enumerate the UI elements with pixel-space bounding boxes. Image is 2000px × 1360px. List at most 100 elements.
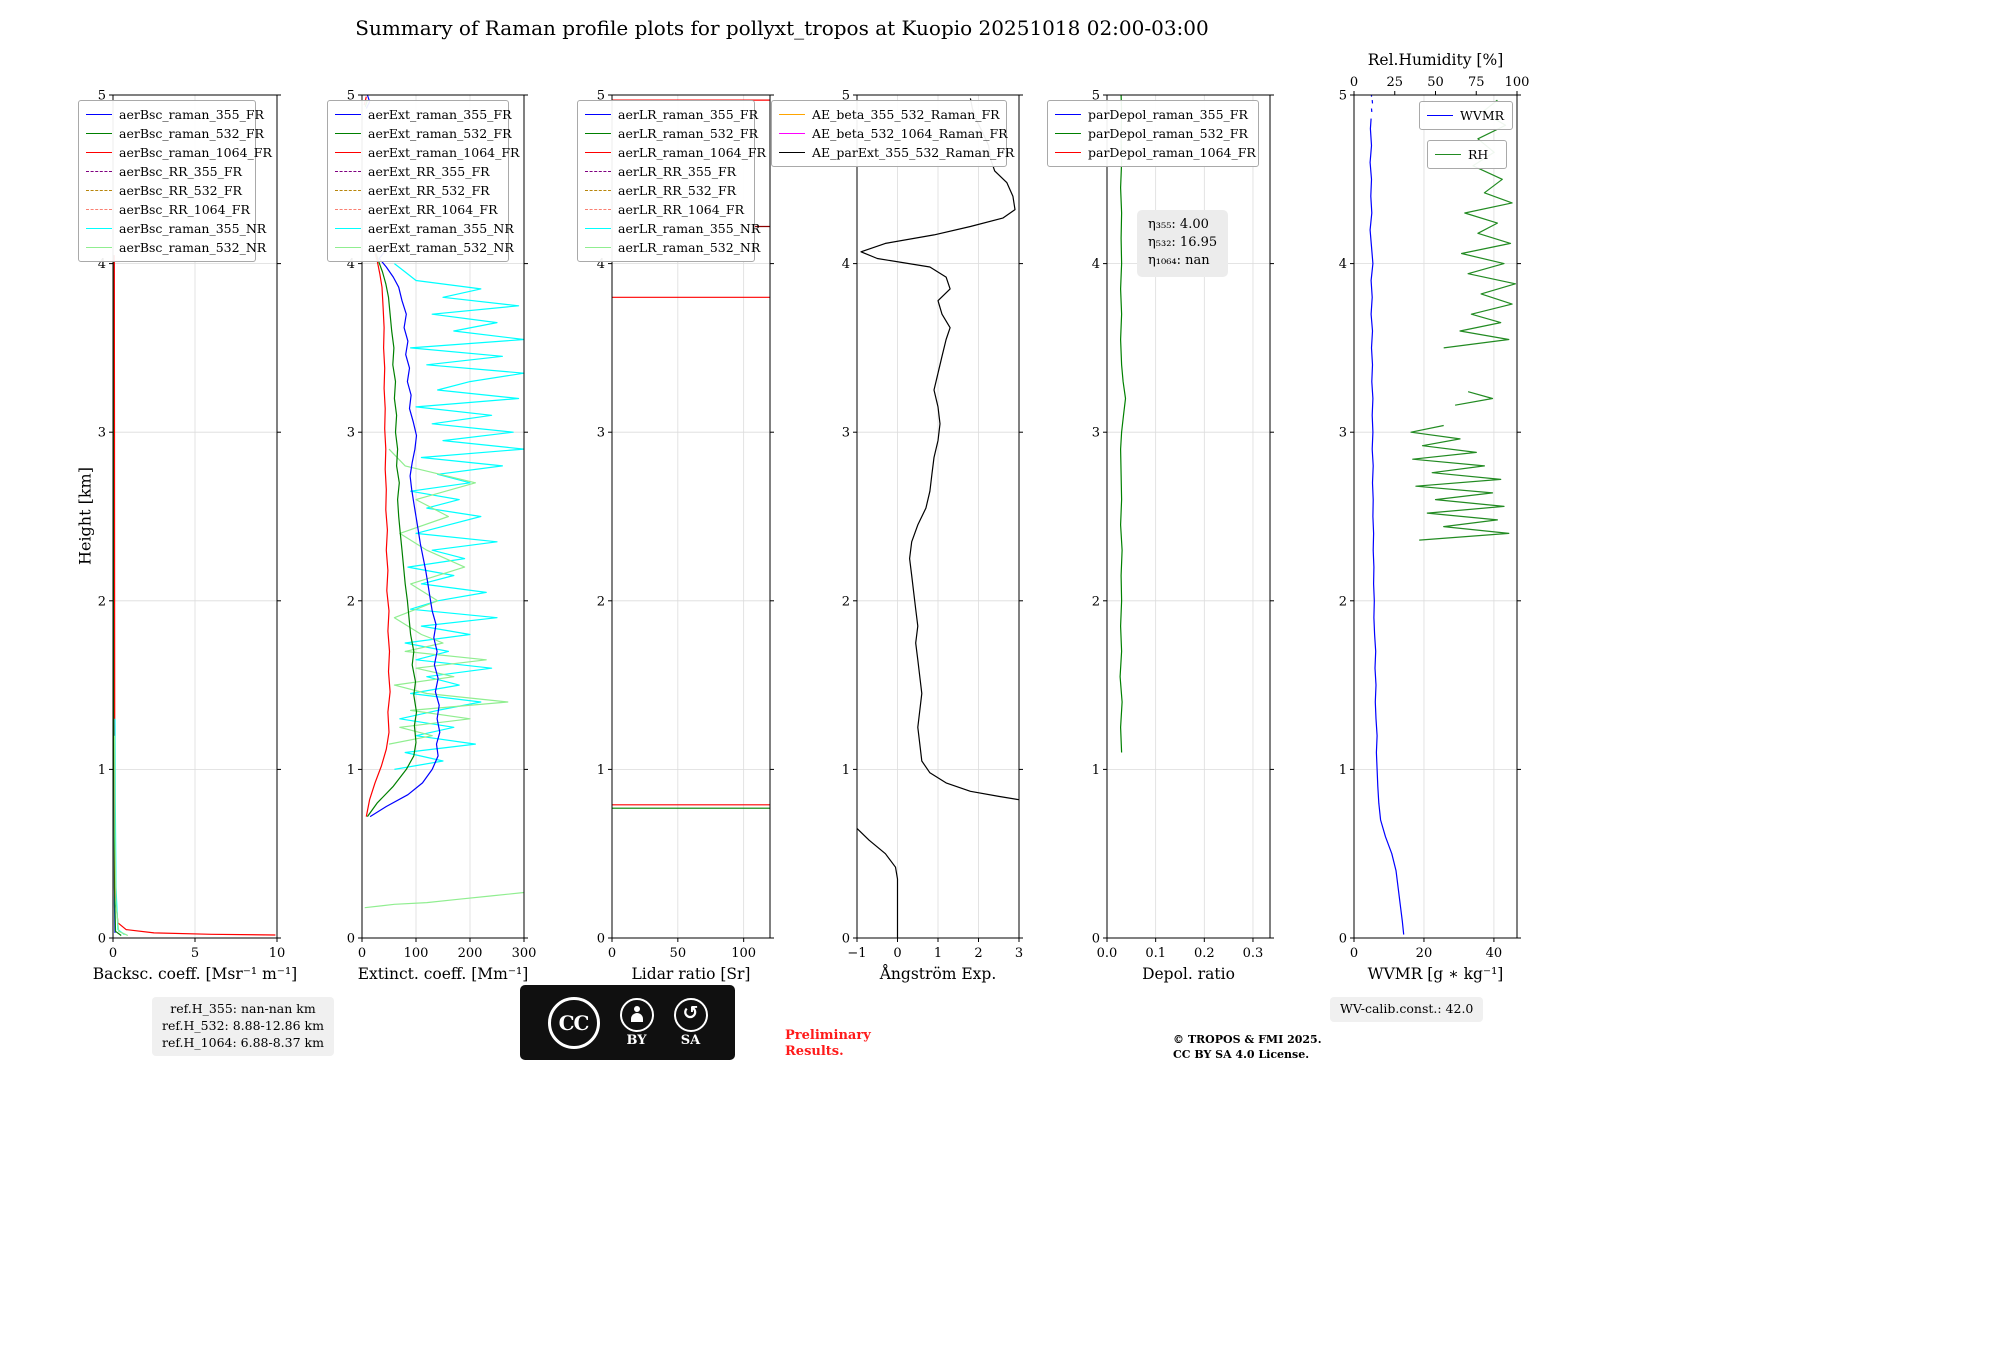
x2-axis-label: Rel.Humidity [%] [1368, 51, 1504, 69]
x-tick-label: 10 [269, 946, 286, 961]
legend-label: WVMR [1460, 108, 1505, 123]
legend-item: aerExt_raman_1064_FR [335, 144, 519, 161]
legend-line-sample [779, 152, 805, 153]
y-tick-label: 3 [98, 426, 106, 441]
series-aerExt_raman_532_NR [388, 448, 509, 745]
legend-item: aerLR_raman_532_FR [585, 125, 758, 142]
y-tick-label: 4 [1092, 257, 1100, 272]
x-tick-label: 5 [191, 946, 199, 961]
y-tick-label: 5 [347, 89, 355, 104]
y-tick-label: 4 [347, 257, 355, 272]
legend-label: parDepol_raman_1064_FR [1088, 145, 1256, 160]
legend-item: aerBsc_raman_532_NR [86, 239, 266, 256]
legend-line-sample [335, 247, 361, 248]
x2-tick-label: 100 [1505, 75, 1530, 90]
legend-line-sample [1055, 114, 1081, 115]
legend-line-sample [335, 133, 361, 134]
y-tick-label: 0 [347, 932, 355, 947]
legend-item: aerBsc_RR_532_FR [86, 182, 248, 199]
legend-item: AE_beta_355_532_Raman_FR [779, 106, 1000, 123]
legend-line-sample [585, 171, 611, 172]
x-tick-label: 0.0 [1097, 946, 1118, 961]
legend-label: AE_parExt_355_532_Raman_FR [812, 145, 1015, 160]
legend-label: aerExt_raman_532_FR [368, 126, 512, 141]
plot-frame-depol_ratio [1106, 94, 1271, 939]
x-tick-label: 100 [404, 946, 429, 961]
legend-line-sample [86, 247, 112, 248]
legend-line-sample [1435, 154, 1461, 155]
legend-item: aerExt_RR_532_FR [335, 182, 501, 199]
share-alike-block: ↺ SA [673, 997, 708, 1048]
person-icon [630, 1006, 644, 1023]
x2-tick-label: 75 [1468, 75, 1485, 90]
legend-label: aerExt_raman_355_FR [368, 107, 512, 122]
y-tick-label: 3 [1092, 426, 1100, 441]
x-axis-label-extinction: Extinct. coeff. [Mm⁻¹] [358, 965, 529, 983]
y-tick-label: 1 [597, 763, 605, 778]
copyright-line-1: © TROPOS & FMI 2025. [1173, 1033, 1322, 1046]
y-tick-label: 5 [842, 89, 850, 104]
legend-line-sample [1427, 115, 1453, 116]
cc-logo-text: CC [558, 1010, 590, 1035]
series-aerExt_raman_355_NR [394, 263, 525, 770]
ref-h-532: ref.H_532: 8.88-12.86 km [162, 1017, 324, 1033]
eta-532-value: η₅₃₂: 16.95 [1148, 235, 1218, 251]
y-tick-label: 3 [597, 426, 605, 441]
arrow-glyph: ↺ [682, 1002, 699, 1024]
y-tick-label: 5 [1339, 89, 1347, 104]
legend-item: aerBsc_RR_355_FR [86, 163, 248, 180]
legend-line-sample [335, 171, 361, 172]
preliminary-note: Preliminary Results. [785, 1028, 871, 1061]
y-tick-label: 3 [1339, 426, 1347, 441]
y-tick-label: 2 [347, 594, 355, 609]
series-aerExt_raman_1064_FR [365, 253, 391, 817]
attribution-block: BY [619, 997, 654, 1048]
series-AE_parExt_355_532_Raman_FR [860, 98, 1020, 801]
x-tick-label: 2 [974, 946, 982, 961]
depol-calibration-annotation: η₃₅₅: 4.00 η₅₃₂: 16.95 η₁₀₆₄: nan [1137, 210, 1229, 277]
series-RH [1443, 99, 1516, 349]
legend-label: aerLR_raman_532_FR [618, 126, 759, 141]
legend-label: aerBsc_raman_1064_FR [119, 145, 272, 160]
legend-label: AE_beta_355_532_Raman_FR [812, 107, 1000, 122]
legend-item: RH [1435, 146, 1499, 163]
x-axis-label-wvmr_rh: WVMR [g ∗ kg⁻¹] [1368, 965, 1504, 983]
legend-item: parDepol_raman_1064_FR [1055, 144, 1256, 161]
legend-label: aerLR_RR_532_FR [618, 183, 737, 198]
y-tick-label: 5 [98, 89, 106, 104]
series-RH [1410, 424, 1510, 541]
y-tick-label: 0 [1339, 932, 1347, 947]
x-tick-label: 200 [458, 946, 483, 961]
legend-label: aerBsc_RR_532_FR [119, 183, 242, 198]
x-tick-label: 3 [1015, 946, 1023, 961]
eta-1064-value: η₁₀₆₄: nan [1148, 253, 1210, 269]
legend-label: RH [1468, 147, 1489, 162]
series-aerExt_raman_355_FR [369, 246, 441, 818]
y-tick-label: 2 [98, 594, 106, 609]
by-label: BY [626, 1032, 647, 1048]
legend-item: aerBsc_raman_355_FR [86, 106, 264, 123]
legend-line-sample [86, 133, 112, 134]
cc-logo-icon: CC [547, 996, 600, 1049]
legend-line-sample [585, 114, 611, 115]
y-tick-label: 2 [1339, 594, 1347, 609]
y-tick-label: 5 [597, 89, 605, 104]
legend-item: aerExt_RR_1064_FR [335, 201, 501, 218]
legend-line-sample [585, 133, 611, 134]
legend-item: aerLR_RR_532_FR [585, 182, 747, 199]
y-tick-label: 0 [842, 932, 850, 947]
cc-license-badge: CC BY ↺ SA [520, 985, 735, 1060]
y-tick-label: 4 [98, 257, 106, 272]
legend-label: aerExt_raman_1064_FR [368, 145, 520, 160]
legend-line-sample [86, 114, 112, 115]
figure-title: Summary of Raman profile plots for polly… [355, 16, 1209, 40]
legend-label: parDepol_raman_532_FR [1088, 126, 1248, 141]
legend-line-sample [86, 190, 112, 191]
x-tick-label: 0 [1350, 946, 1358, 961]
legend-line-sample [585, 190, 611, 191]
x-axis-label-backscatter: Backsc. coeff. [Msr⁻¹ m⁻¹] [93, 965, 297, 983]
series-AE_parExt_355_532_Raman_FR [856, 827, 899, 938]
legend-item: aerLR_raman_532_NR [585, 239, 760, 256]
